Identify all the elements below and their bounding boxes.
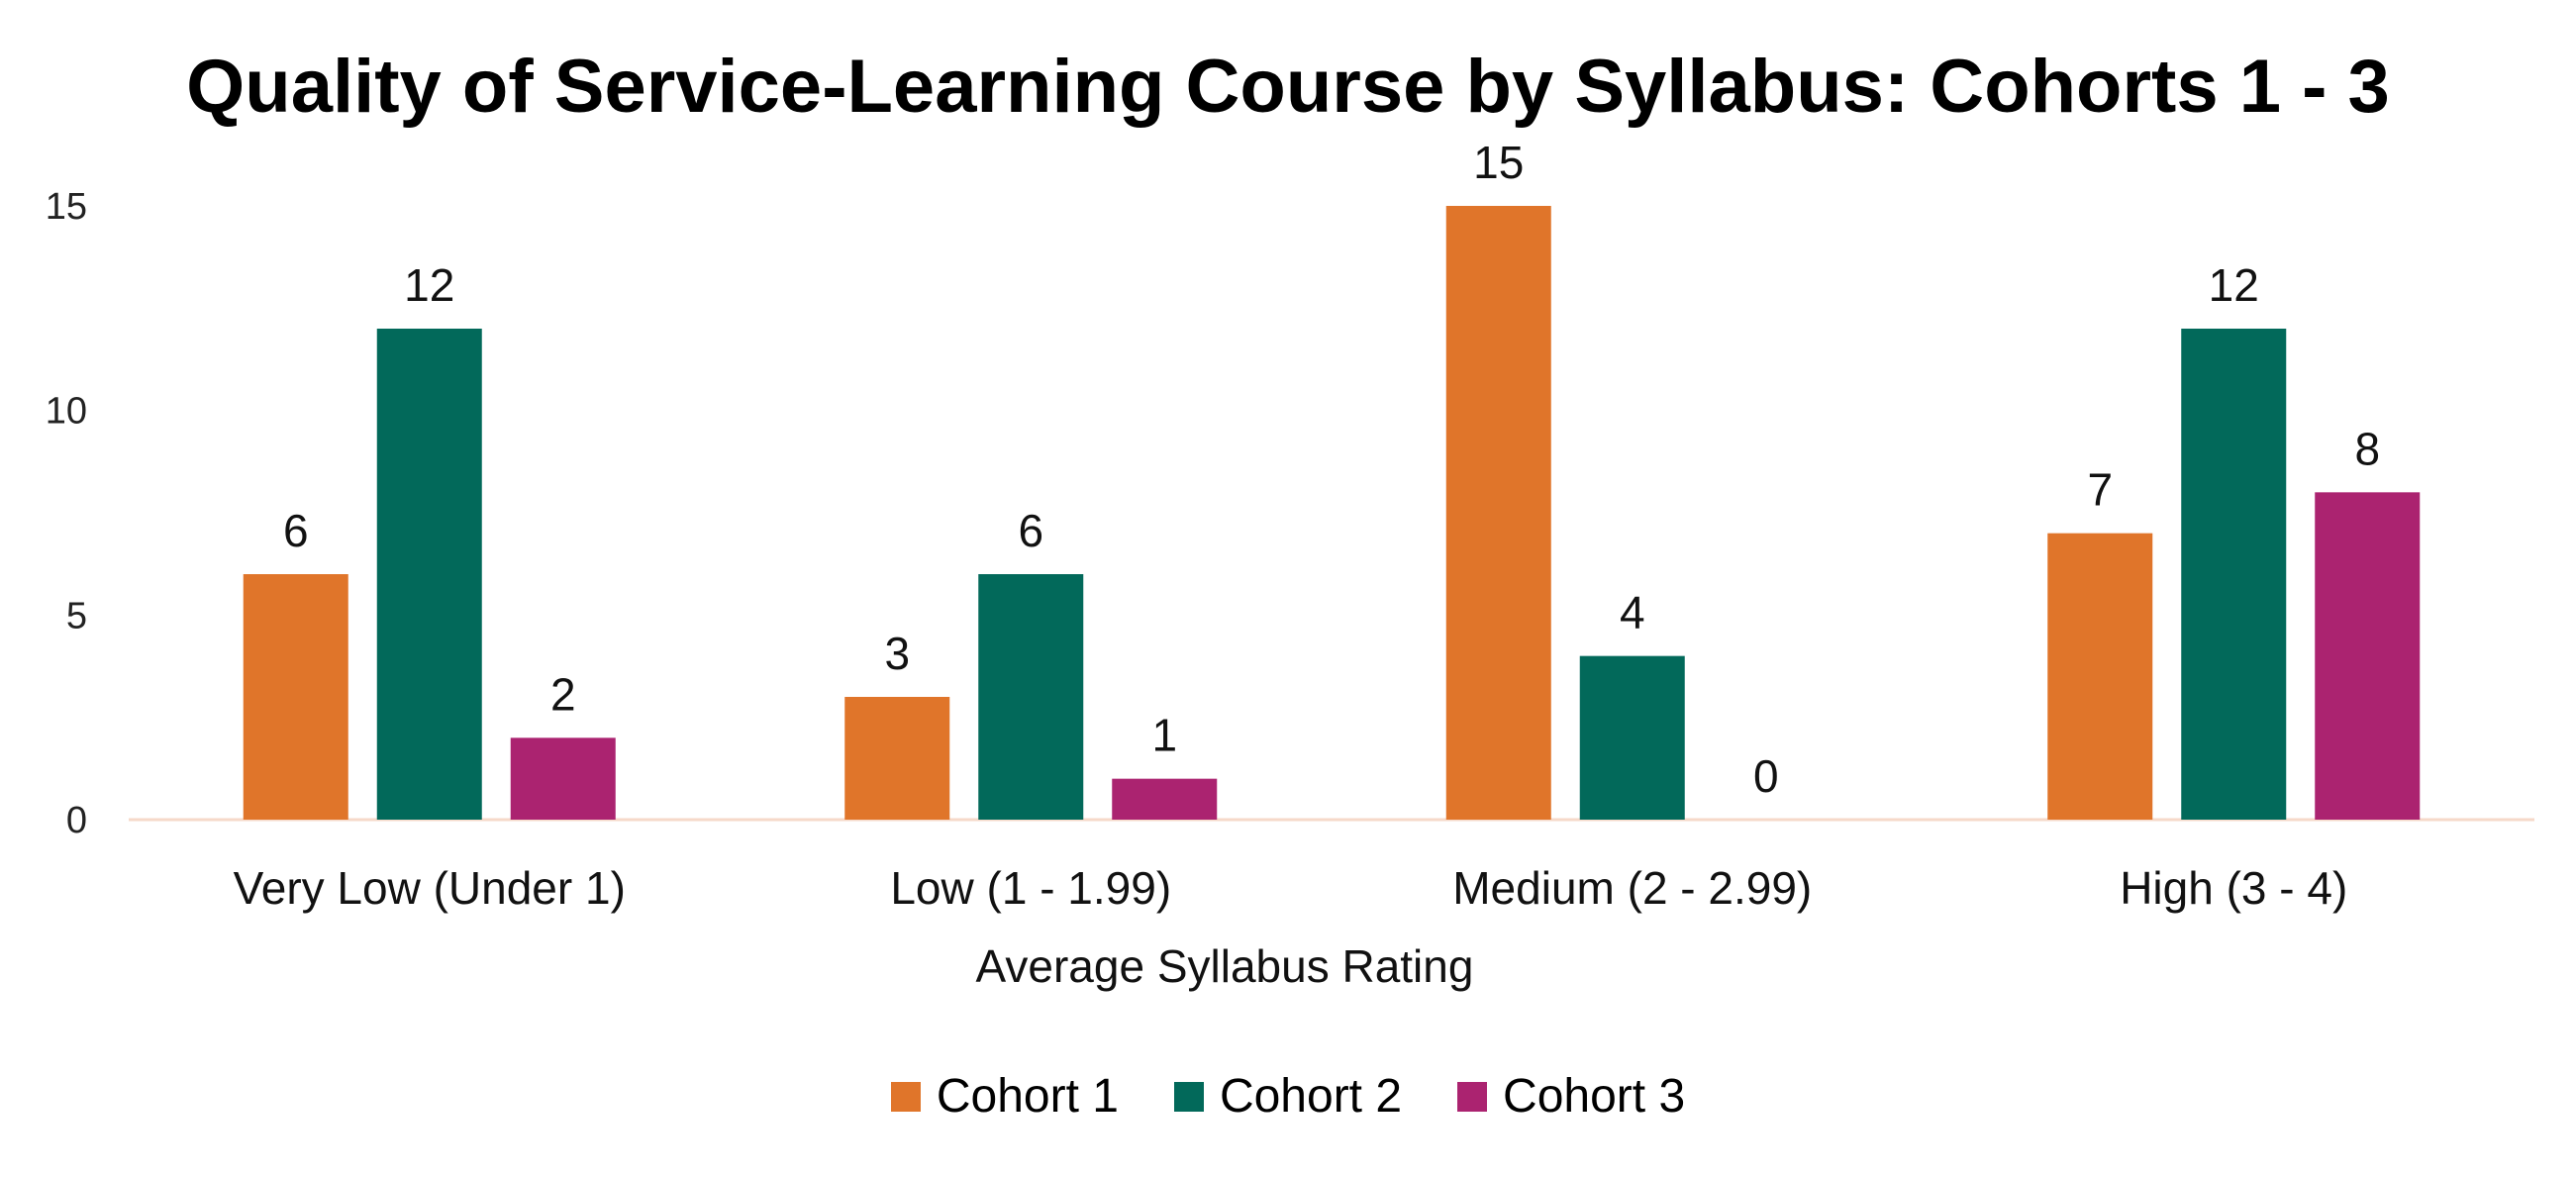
- x-tick-label: Medium (2 - 2.99): [1452, 862, 1812, 914]
- legend-label-cohort-3: Cohort 3: [1503, 1070, 1686, 1123]
- x-tick-label: High (3 - 4): [2120, 862, 2347, 914]
- legend-swatch-cohort-1: [890, 1081, 921, 1112]
- data-label: 0: [1753, 750, 1779, 802]
- bar: [1579, 655, 1685, 820]
- bar: [2181, 329, 2287, 820]
- bar: [1112, 778, 1218, 820]
- data-label: 7: [2087, 464, 2113, 516]
- bar: [844, 697, 950, 820]
- data-label: 15: [1473, 137, 1524, 188]
- bar: [1445, 206, 1551, 820]
- y-tick-label: 15: [46, 186, 87, 228]
- bar: [376, 329, 482, 820]
- data-label: 3: [884, 628, 910, 679]
- chart-title: Quality of Service-Learning Course by Sy…: [186, 45, 2390, 129]
- y-tick-label: 5: [66, 595, 87, 637]
- legend-label-cohort-2: Cohort 2: [1219, 1070, 1403, 1123]
- data-label: 8: [2354, 423, 2380, 474]
- y-tick-label: 10: [46, 391, 87, 433]
- legend-swatch-cohort-2: [1173, 1081, 1204, 1112]
- bar: [2047, 533, 2153, 820]
- legend-item-cohort-2: Cohort 2: [1173, 1069, 1403, 1124]
- data-label: 1: [1151, 710, 1177, 761]
- data-label: 6: [1018, 505, 1043, 556]
- legend-item-cohort-1: Cohort 1: [890, 1069, 1119, 1124]
- y-tick-label: 0: [66, 800, 87, 841]
- x-tick-label: Low (1 - 1.99): [890, 862, 1171, 914]
- bar: [243, 574, 348, 820]
- x-axis-title: Average Syllabus Rating: [976, 940, 1474, 992]
- legend: Cohort 1 Cohort 2 Cohort 3: [0, 1069, 2576, 1124]
- legend-item-cohort-3: Cohort 3: [1457, 1069, 1685, 1124]
- legend-swatch-cohort-3: [1457, 1081, 1488, 1112]
- bar: [2315, 492, 2421, 820]
- bar: [510, 737, 616, 820]
- data-label: 12: [404, 259, 454, 311]
- data-label: 2: [550, 668, 576, 720]
- legend-label-cohort-1: Cohort 1: [936, 1070, 1119, 1123]
- data-label: 4: [1620, 587, 1645, 638]
- x-tick-label: Very Low (Under 1): [234, 862, 626, 914]
- data-label: 12: [2209, 259, 2259, 311]
- bar: [978, 574, 1084, 820]
- data-label: 6: [283, 505, 309, 556]
